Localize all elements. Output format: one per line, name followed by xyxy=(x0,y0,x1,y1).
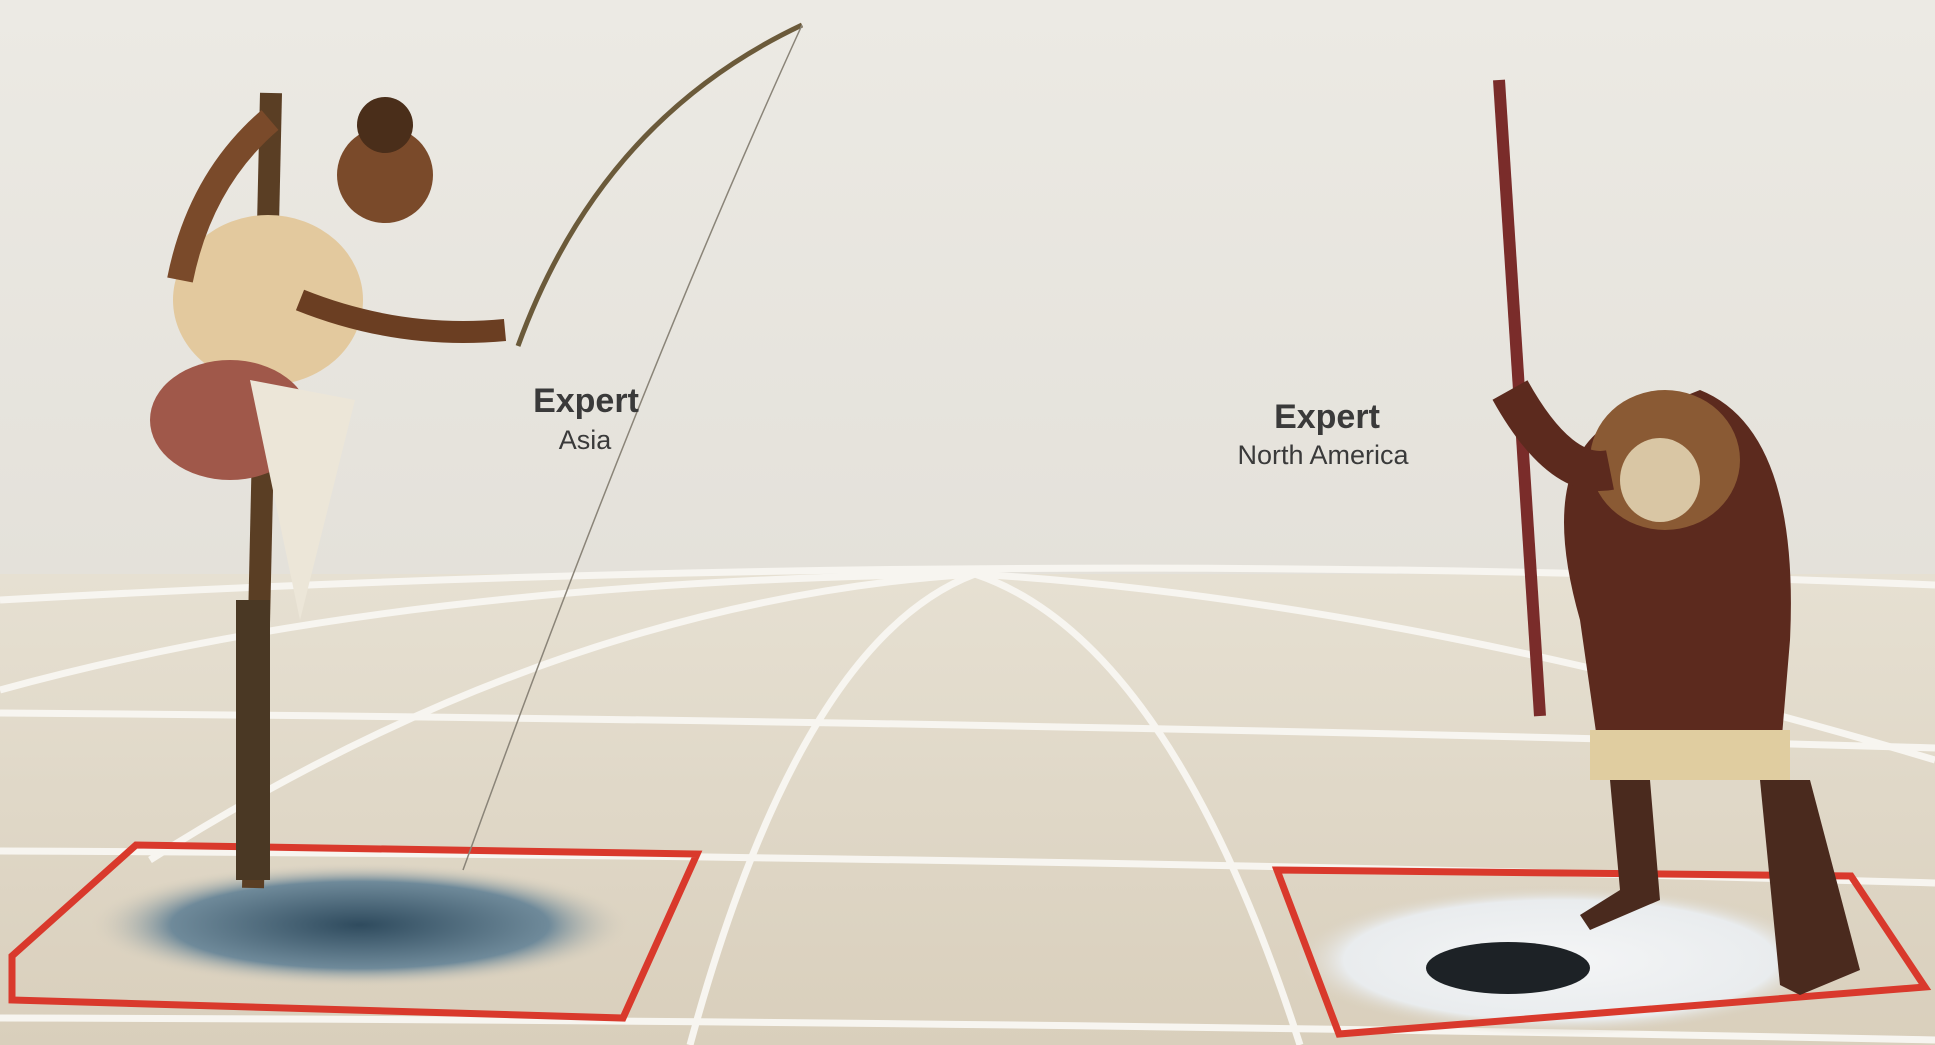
label-title: Expert xyxy=(1274,398,1380,436)
label-title: Expert xyxy=(533,382,639,420)
label-region: Asia xyxy=(559,425,613,455)
label-region: North America xyxy=(1237,440,1409,470)
ice-hole xyxy=(1426,942,1590,994)
advertisement: Expert Asia Expert North America xyxy=(0,0,1935,1045)
page: Expert Asia Expert North America (() => … xyxy=(0,0,1935,1045)
water xyxy=(90,863,630,987)
